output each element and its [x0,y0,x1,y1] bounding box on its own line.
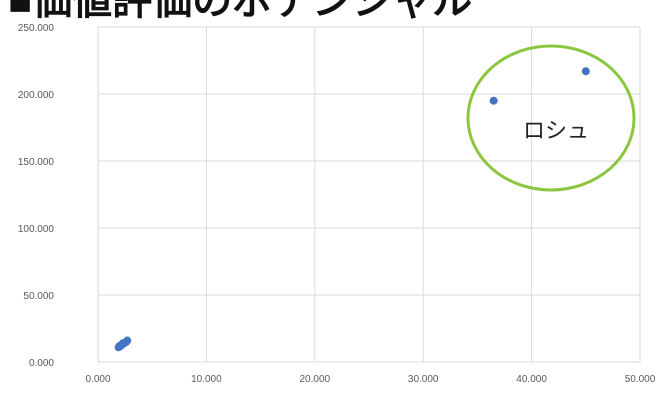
vertical-gridlines [97,27,641,362]
y-axis-ticks: 0.000 50.000 100.000 150.000 200.000 250.000 [18,23,55,369]
x-axis-ticks: 0.000 10.000 20.000 30.000 40.000 50.000 [85,374,655,385]
x-tick-label: 40.000 [516,374,547,385]
scatter-point [123,336,132,345]
title-fragment: ■価値評価のポテンシャル [8,0,472,23]
x-tick-label: 50.000 [625,374,656,385]
plot-area [98,27,640,362]
horizontal-gridlines [98,26,640,363]
x-tick-label: 10.000 [191,374,222,385]
x-tick-label: 20.000 [300,374,331,385]
scatter-point [489,96,498,105]
y-tick-label: 200.000 [18,90,55,101]
y-tick-label: 150.000 [18,157,55,168]
callout-ellipse [466,44,636,192]
data-points [114,67,590,352]
y-tick-label: 250.000 [18,23,55,34]
y-tick-label: 0.000 [29,358,54,369]
y-tick-label: 100.000 [18,224,55,235]
x-tick-label: 30.000 [408,374,439,385]
y-tick-label: 50.000 [23,291,54,302]
scatter-point [581,67,590,76]
x-tick-label: 0.000 [85,374,110,385]
callout-label: ロシュ [523,119,589,144]
